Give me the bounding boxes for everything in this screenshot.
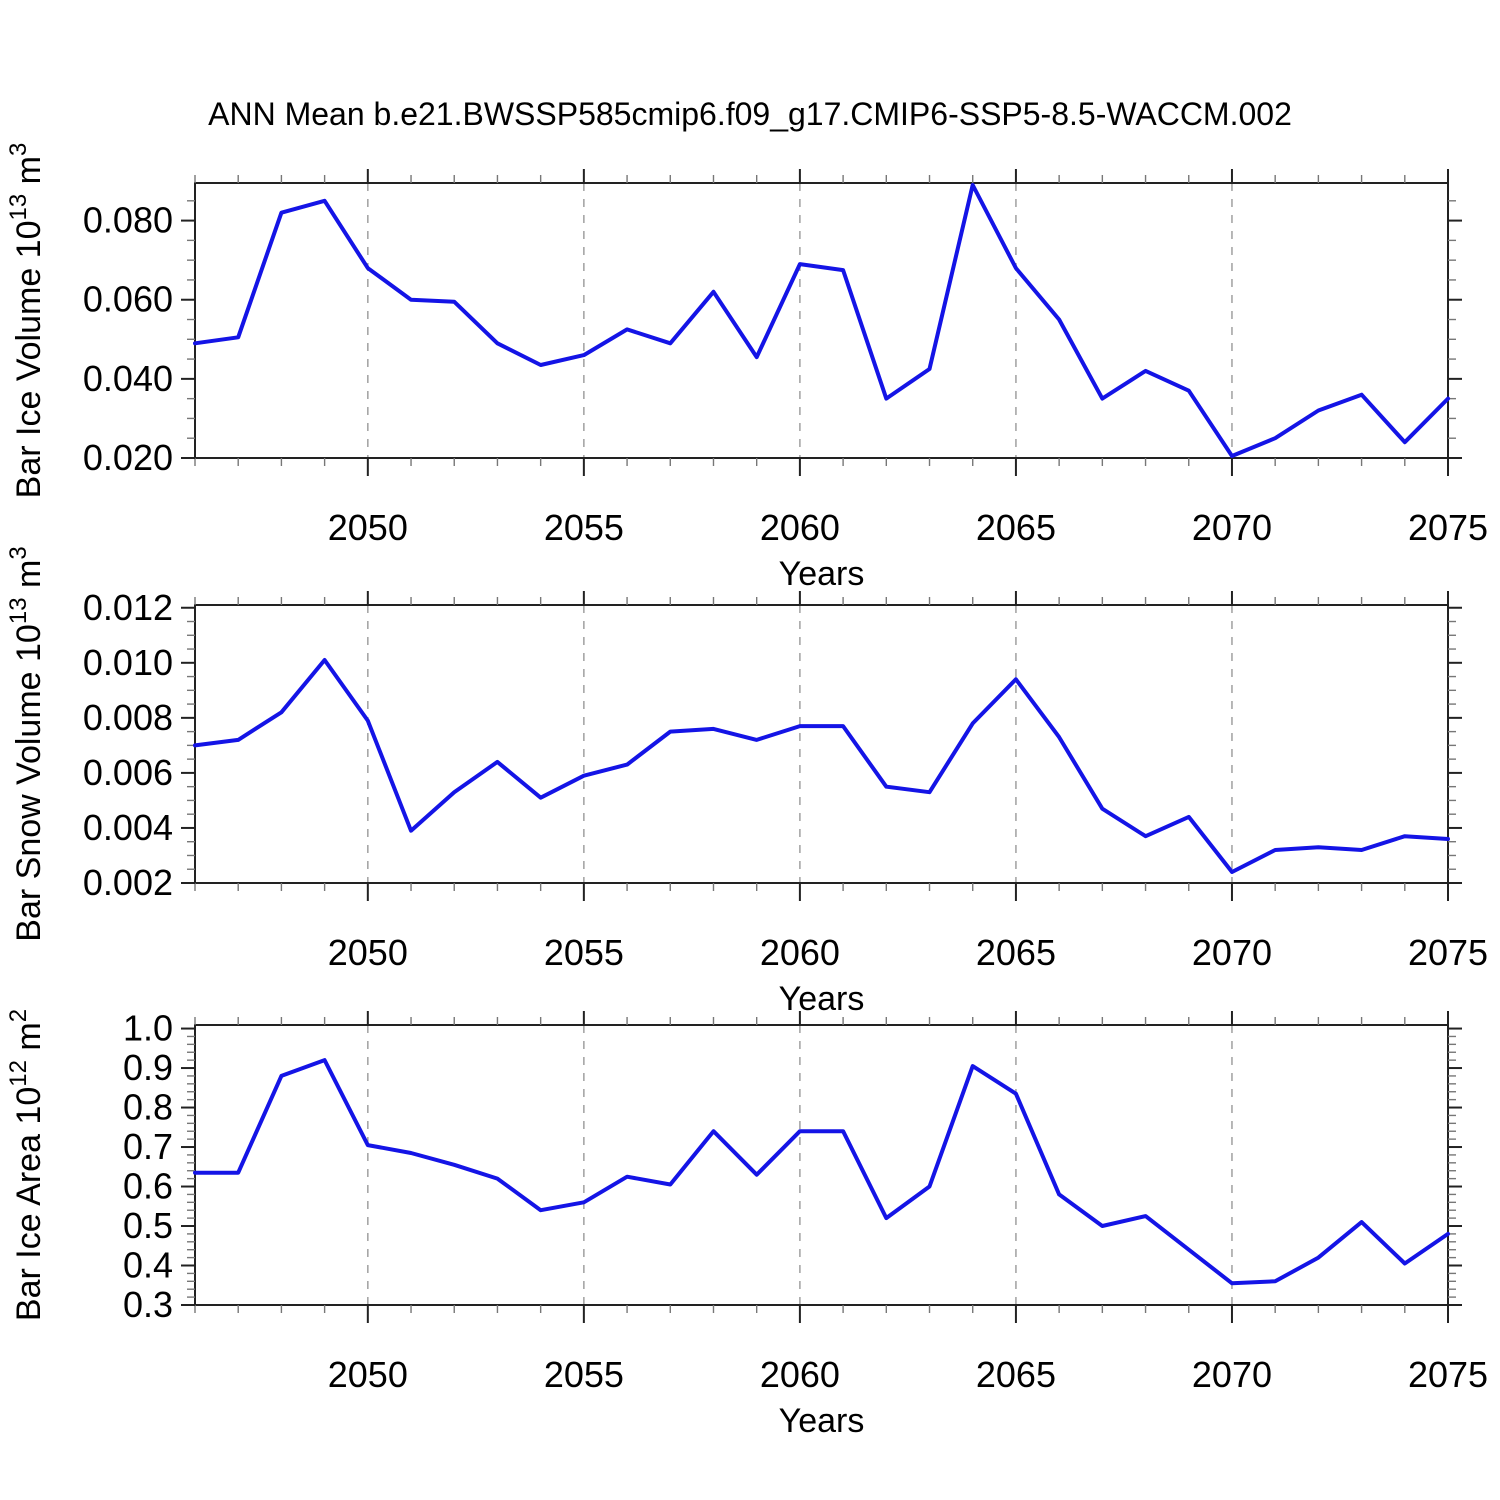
x-tick-label: 2075 bbox=[1408, 1354, 1488, 1395]
bar-snow-volume-line bbox=[193, 658, 1450, 874]
x-tick-label: 2050 bbox=[328, 507, 408, 548]
x-axis-title: Years bbox=[779, 980, 865, 1018]
y-tick-label: 0.9 bbox=[123, 1047, 173, 1088]
panel-bar-snow-volume: 2050 2055 2060 2065 2070 2075 0.002 0.004 0.006 0… bbox=[5, 546, 1488, 1018]
x-tick-label: 2055 bbox=[544, 507, 624, 548]
panel-bar-ice-area: 2050 2055 2060 2065 2070 20750.30.40.50.60.70… bbox=[5, 1008, 1488, 1440]
y-tick-label: 0.002 bbox=[83, 862, 173, 903]
plot-box bbox=[194, 182, 1449, 459]
y-tick-label: 0.040 bbox=[83, 358, 173, 399]
y-tick-label: 1.0 bbox=[123, 1008, 173, 1049]
chart-title: ANN Mean b.e21.BWSSP585cmip6.f09_g17.CMI… bbox=[208, 96, 1292, 132]
x-tick-label: 2060 bbox=[760, 932, 840, 973]
y-axis-title: Bar Snow Volume 1013 m3 bbox=[5, 546, 48, 941]
x-tick-label: 2075 bbox=[1408, 507, 1488, 548]
x-tick-label: 2065 bbox=[976, 1354, 1056, 1395]
bar-ice-volume-line bbox=[193, 183, 1450, 458]
x-tick-label: 2060 bbox=[760, 507, 840, 548]
y-tick-label: 0.4 bbox=[123, 1245, 173, 1286]
y-tick-label: 0.060 bbox=[83, 279, 173, 320]
x-tick-label: 2070 bbox=[1192, 932, 1272, 973]
x-tick-label: 2055 bbox=[544, 932, 624, 973]
x-tick-label: 2065 bbox=[976, 932, 1056, 973]
y-tick-label: 0.004 bbox=[83, 807, 173, 848]
x-tick-label: 2070 bbox=[1192, 507, 1272, 548]
y-tick-label: 0.080 bbox=[83, 200, 173, 241]
y-axis-title: Bar Ice Area 1012 m2 bbox=[5, 1009, 48, 1321]
y-tick-label: 0.006 bbox=[83, 752, 173, 793]
x-tick-label: 2070 bbox=[1192, 1354, 1272, 1395]
y-axis-title: Bar Ice Volume 1013 m3 bbox=[5, 143, 48, 499]
x-tick-label: 2065 bbox=[976, 507, 1056, 548]
plot-box bbox=[194, 604, 1449, 884]
y-tick-label: 0.8 bbox=[123, 1087, 173, 1128]
panel-bar-ice-volume: 2050 2055 2060 2065 2070 2075 0.020 0.040 0.060 0… bbox=[5, 143, 1488, 593]
y-tick-label: 0.3 bbox=[123, 1284, 173, 1325]
x-tick-label: 2055 bbox=[544, 1354, 624, 1395]
y-tick-label: 0.020 bbox=[83, 437, 173, 478]
y-tick-label: 0.7 bbox=[123, 1126, 173, 1167]
y-tick-label: 0.008 bbox=[83, 697, 173, 738]
x-tick-label: 2050 bbox=[328, 932, 408, 973]
x-tick-label: 2075 bbox=[1408, 932, 1488, 973]
y-tick-label: 0.012 bbox=[83, 587, 173, 628]
y-tick-label: 0.6 bbox=[123, 1166, 173, 1207]
y-tick-label: 0.5 bbox=[123, 1205, 173, 1246]
x-tick-label: 2050 bbox=[328, 1354, 408, 1395]
x-axis-title: Years bbox=[779, 1402, 865, 1440]
bar-ice-area-line bbox=[193, 1058, 1450, 1286]
plot-box bbox=[194, 1024, 1449, 1306]
x-axis-title: Years bbox=[779, 555, 865, 593]
x-tick-label: 2060 bbox=[760, 1354, 840, 1395]
y-tick-label: 0.010 bbox=[83, 642, 173, 683]
